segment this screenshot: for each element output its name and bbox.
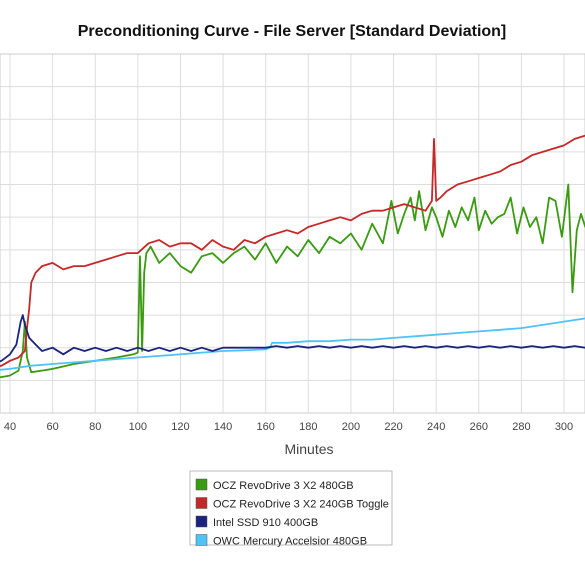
- x-tick-label: 120: [171, 421, 189, 433]
- x-tick-label: 220: [384, 421, 402, 433]
- x-tick-label: 80: [89, 421, 101, 433]
- x-tick-label: 180: [299, 421, 317, 433]
- plot-area: [0, 53, 585, 414]
- series-layer: [0, 134, 585, 379]
- series-line-2: [0, 314, 585, 363]
- legend-label-3: OWC Mercury Accelsior 480GB: [213, 536, 367, 548]
- legend-swatch-1: [195, 497, 208, 509]
- legend-label-0: OCZ RevoDrive 3 X2 480GB: [213, 480, 354, 492]
- series-line-0: [0, 183, 585, 379]
- x-axis-label: Minutes: [284, 441, 333, 457]
- legend-swatch-0: [195, 478, 208, 491]
- x-tick-label: 60: [46, 421, 58, 433]
- chart-title: Preconditioning Curve - File Server [Sta…: [78, 23, 507, 40]
- series-line-1: [0, 134, 585, 367]
- x-tick-label: 140: [214, 421, 232, 433]
- legend-label-1: OCZ RevoDrive 3 X2 240GB Toggle: [213, 499, 389, 511]
- x-tick-label: 260: [470, 421, 488, 433]
- x-tick-label: 240: [427, 421, 445, 433]
- series-line-3: [0, 317, 585, 371]
- legend-swatch-3: [195, 534, 208, 546]
- x-tick-label: 100: [129, 421, 147, 433]
- legend-items: OCZ RevoDrive 3 X2 480GB OCZ RevoDrive 3 …: [195, 478, 389, 548]
- legend-swatch-2: [195, 515, 208, 528]
- legend-label-2: Intel SSD 910 400GB: [213, 517, 318, 529]
- x-tick-labels: 40 60 80 100 120 140 160 180 200 220 240 260 280 300: [4, 421, 573, 433]
- legend: [189, 470, 393, 546]
- gridlines: [0, 54, 585, 413]
- x-tick-label: 200: [342, 421, 360, 433]
- x-tick-label: 300: [555, 421, 573, 433]
- x-tick-label: 160: [257, 421, 275, 433]
- x-tick-label: 40: [4, 421, 16, 433]
- x-tick-label: 280: [512, 421, 530, 433]
